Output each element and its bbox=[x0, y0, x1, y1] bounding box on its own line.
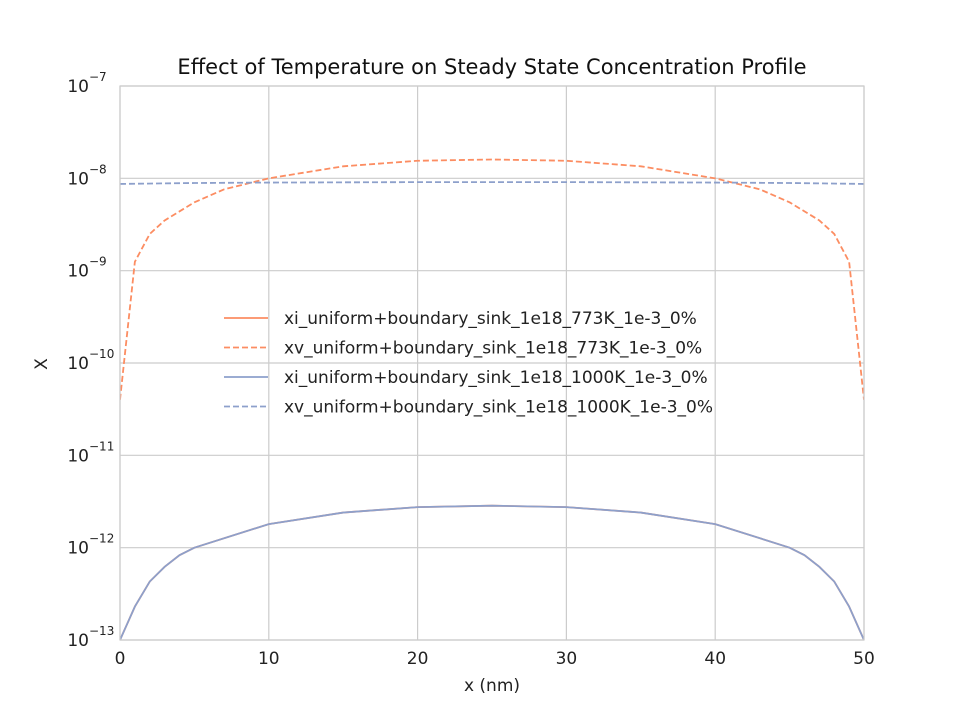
y-tick-label: 10 −9 bbox=[67, 255, 106, 282]
legend-label-3: xi_uniform+boundary_sink_1e18_1000K_1e-3… bbox=[284, 368, 708, 388]
y-tick-base: 10 bbox=[67, 446, 89, 466]
x-tick-label: 40 bbox=[704, 649, 726, 669]
y-tick-exponent: −7 bbox=[89, 70, 107, 84]
y-tick-exponent: −12 bbox=[89, 532, 114, 546]
x-ticks: 0 10 20 30 40 50 bbox=[115, 649, 875, 669]
y-tick-label: 10 −7 bbox=[67, 70, 106, 97]
y-tick-label: 10 −12 bbox=[67, 532, 114, 559]
y-tick-exponent: −11 bbox=[89, 439, 114, 453]
x-tick-label: 30 bbox=[556, 649, 578, 669]
series-layer bbox=[120, 158, 864, 640]
plot-frame bbox=[119, 85, 865, 641]
y-tick-exponent: −13 bbox=[89, 624, 114, 638]
legend-label-1: xi_uniform+boundary_sink_1e18_773K_1e-3_… bbox=[284, 309, 697, 329]
x-tick-label: 0 bbox=[115, 649, 126, 669]
series-line-2 bbox=[120, 158, 864, 400]
y-tick-exponent: −8 bbox=[89, 162, 107, 176]
x-tick-label: 10 bbox=[258, 649, 280, 669]
x-axis-label: x (nm) bbox=[464, 676, 520, 696]
x-tick-label: 50 bbox=[853, 649, 875, 669]
y-tick-base: 10 bbox=[67, 169, 89, 189]
y-tick-label: 10 −11 bbox=[67, 439, 114, 466]
y-tick-base: 10 bbox=[67, 354, 89, 374]
legend-label-4: xv_uniform+boundary_sink_1e18_1000K_1e-3… bbox=[284, 398, 713, 418]
y-axis-label: X bbox=[32, 358, 52, 370]
y-tick-base: 10 bbox=[67, 77, 89, 97]
series-line-4 bbox=[120, 181, 864, 185]
y-tick-label: 10 −10 bbox=[67, 347, 114, 374]
y-tick-label: 10 −8 bbox=[67, 162, 106, 189]
y-tick-base: 10 bbox=[67, 262, 89, 282]
chart-title: Effect of Temperature on Steady State Co… bbox=[177, 55, 806, 79]
series-line-3 bbox=[120, 504, 864, 640]
y-tick-exponent: −10 bbox=[89, 347, 114, 361]
legend-label-2: xv_uniform+boundary_sink_1e18_773K_1e-3_… bbox=[284, 339, 702, 359]
y-tick-base: 10 bbox=[67, 539, 89, 559]
legend: xi_uniform+boundary_sink_1e18_773K_1e-3_… bbox=[224, 309, 713, 418]
y-tick-base: 10 bbox=[67, 631, 89, 651]
x-tick-label: 20 bbox=[407, 649, 429, 669]
y-tick-label: 10 −13 bbox=[67, 624, 114, 651]
y-tick-exponent: −9 bbox=[89, 255, 107, 269]
